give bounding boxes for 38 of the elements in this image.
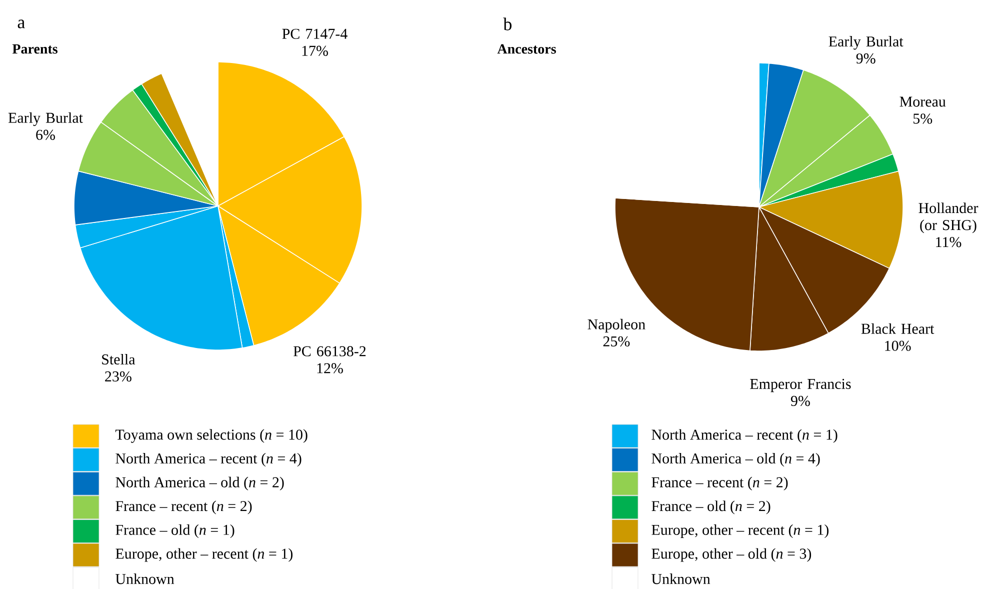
slice-label: Stella xyxy=(102,354,136,364)
text: France – recent (n = 2) xyxy=(116,500,252,514)
text: b xyxy=(503,18,512,30)
text: France – recent (n = 2) xyxy=(652,476,788,490)
slice-label: PC 7147-4 xyxy=(282,28,348,39)
text: Toyama own selections (n = 10) xyxy=(115,429,308,443)
text: Europe, other – old (n = 3) xyxy=(652,548,812,562)
text: Parents xyxy=(12,44,58,54)
text: France – old (n = 2) xyxy=(652,500,770,514)
data-label: 5% xyxy=(914,114,932,124)
text: France – old (n = 1) xyxy=(116,524,234,538)
slice-label: Early Burlat xyxy=(8,112,83,126)
slice-label: Moreau xyxy=(900,96,946,107)
text: North America – old (n = 4) xyxy=(652,453,820,467)
data-label: 9% xyxy=(856,53,876,64)
data-label: 12% xyxy=(317,363,343,374)
slice-label: Napoleon xyxy=(588,318,646,332)
data-label: 23% xyxy=(105,371,132,382)
text: Unknown xyxy=(116,574,174,584)
chart-title: Ancestors xyxy=(497,44,556,54)
slice-label: Black Heart xyxy=(861,323,934,334)
slice-label: Hollander (or SHG) xyxy=(918,202,978,234)
text: North America – old (n = 2) xyxy=(116,476,284,490)
slice-label: Emperor Francis xyxy=(750,378,851,392)
text: North America – recent (n = 1) xyxy=(652,429,838,443)
data-label: 17% xyxy=(302,46,328,56)
slice-label: PC 66138-2 xyxy=(294,346,366,356)
data-label: 11% xyxy=(936,237,962,248)
text: Unknown xyxy=(652,574,710,584)
data-label: 10% xyxy=(885,340,911,351)
slice-label: Early Burlat xyxy=(828,36,904,50)
text: North America – recent (n = 4) xyxy=(116,453,302,467)
text: Europe, other – recent (n = 1) xyxy=(116,548,293,562)
text: a xyxy=(18,20,25,28)
data-label: 9% xyxy=(790,396,810,406)
data-label: 6% xyxy=(36,130,55,140)
data-label: 25% xyxy=(603,336,630,346)
text: Europe, other – recent (n = 1) xyxy=(652,524,829,538)
